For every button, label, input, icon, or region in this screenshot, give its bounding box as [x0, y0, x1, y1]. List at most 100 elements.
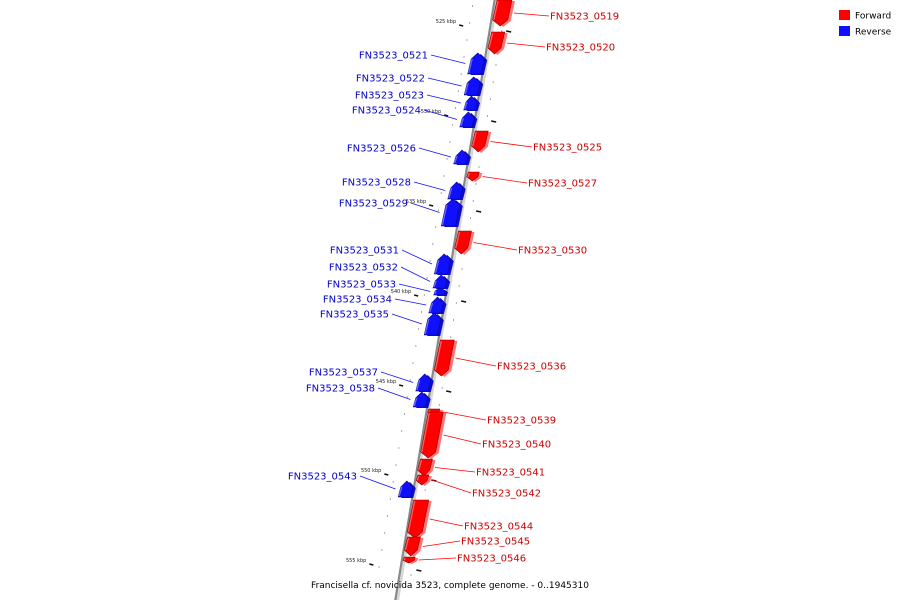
gene-arrow: [417, 458, 433, 477]
gene-label: FN3523_0519: [550, 12, 619, 23]
gene-highlight: [434, 259, 440, 274]
kbp-tick-mark: [446, 390, 452, 393]
gene-fn3523-0546: FN3523_0546: [402, 554, 526, 565]
gene-fn3523-0534: FN3523_0534: [323, 295, 447, 314]
gene-leader-line: [429, 518, 464, 527]
genome-caption: Francisella cf. novicida 3523, complete …: [311, 581, 589, 591]
gene-fn3523-0525: FN3523_0525: [471, 130, 602, 154]
gene-label: FN3523_0521: [359, 51, 428, 62]
gene-highlight: [467, 58, 473, 74]
gene-leader-line: [401, 249, 433, 265]
gene-leader-line: [513, 12, 550, 17]
kbp-tick-mark: [384, 473, 389, 476]
gene-fn3523-0545: FN3523_0545: [403, 537, 530, 557]
gene-fn3523-0524: FN3523_0524: [352, 106, 478, 128]
gene-fn3523-0537: FN3523_0537: [309, 368, 434, 392]
gene-highlight: [404, 537, 410, 551]
gene-label: FN3523_0534: [323, 295, 392, 306]
gene-label: FN3523_0529: [339, 199, 408, 210]
gene-leader-line: [431, 479, 472, 494]
gene-fn3523-0540: FN3523_0540: [420, 411, 551, 459]
gene-label: FN3523_0538: [306, 384, 375, 395]
gene-leader-line: [423, 109, 458, 120]
gene-highlight: [441, 204, 448, 226]
gene-highlight: [424, 318, 430, 335]
gene-leader-line: [418, 147, 451, 158]
gene-label: FN3523_0544: [464, 522, 533, 533]
gene-highlight: [434, 340, 443, 371]
gene-label: FN3523_0520: [546, 43, 615, 54]
gene-highlight: [429, 302, 434, 313]
kbp-tick-mark: [369, 563, 374, 566]
gene-arrow: [420, 411, 444, 459]
gene-arrow: [415, 474, 430, 486]
gene-arrow: [466, 171, 480, 182]
gene-fn3523-0531: FN3523_0531: [330, 246, 454, 275]
gene-fn3523-0544: FN3523_0544: [406, 499, 533, 539]
gene-label: FN3523_0546: [457, 554, 526, 565]
gene-highlight: [464, 82, 469, 95]
gene-highlight: [398, 486, 403, 497]
gene-fn3523-0539: FN3523_0539: [427, 408, 556, 427]
kbp-tick-label: 550 kbp: [361, 468, 381, 474]
gene-highlight: [417, 459, 423, 471]
gene-fn3523-0527: FN3523_0527: [466, 171, 597, 190]
gene-arrow: [467, 52, 485, 75]
gene-leader-line: [359, 475, 396, 490]
gene-leader-line: [377, 387, 411, 400]
gene-highlight: [416, 475, 420, 481]
gene-arrow: [459, 111, 475, 128]
gene-highlight: [488, 32, 494, 49]
gene-highlight: [420, 412, 431, 453]
gene-fn3523-0519: FN3523_0519: [492, 0, 619, 27]
gene-leader-line: [380, 371, 414, 383]
gene-leader-line: [482, 176, 528, 184]
gene-arrow: [433, 253, 452, 275]
gene-leader-line: [400, 266, 431, 282]
gene-highlight: [471, 131, 477, 147]
gene-arrow: [463, 76, 481, 96]
kbp-tick-label: 535 kbp: [406, 199, 426, 205]
gene-highlight: [467, 172, 470, 178]
kbp-tick-mark: [461, 300, 467, 303]
gene-arrow: [423, 312, 442, 336]
gene-leader-line: [430, 54, 466, 64]
gene-leader-line: [506, 42, 546, 48]
gene-label: FN3523_0523: [355, 91, 424, 102]
kbp-tick-label: 545 kbp: [376, 379, 396, 385]
gene-fn3523-0522: FN3523_0522: [356, 74, 484, 96]
gene-label: FN3523_0535: [320, 310, 389, 321]
gene-leader-line: [394, 298, 427, 306]
gene-leader-line: [391, 313, 423, 325]
gene-highlight: [434, 290, 437, 295]
gene-label: FN3523_0532: [329, 263, 398, 274]
gene-fn3523-0520: FN3523_0520: [487, 31, 615, 55]
gene-fn3523-0541: FN3523_0541: [417, 458, 545, 479]
gene-leader-line: [435, 467, 476, 473]
backbone-line: [394, 0, 496, 600]
kbp-tick-mark: [458, 24, 464, 27]
gene-arrow: [415, 373, 432, 392]
gene-label: FN3523_0533: [327, 280, 396, 291]
gene-label: FN3523_0531: [330, 246, 399, 257]
gene-leader-line: [418, 557, 457, 561]
gene-leader-line: [455, 357, 497, 367]
gene-arrow: [440, 198, 461, 227]
gene-arrow: [402, 556, 416, 564]
gene-leader-line: [473, 242, 518, 251]
gene-fn3523-0533: FN3523_0533: [327, 280, 448, 296]
gene-highlight: [413, 397, 418, 407]
kbp-tick-label: 540 kbp: [391, 289, 411, 295]
gene-leader-line: [426, 94, 461, 104]
gene-leader-line: [490, 141, 533, 148]
gene-fn3523-0523: FN3523_0523: [355, 91, 480, 111]
gene-highlight: [492, 0, 499, 21]
gene-fn3523-0542: FN3523_0542: [415, 474, 541, 500]
gene-label: FN3523_0539: [487, 416, 556, 427]
gene-fn3523-0526: FN3523_0526: [347, 144, 471, 165]
gene-leader-line: [413, 181, 446, 191]
legend-label-forward: Forward: [855, 12, 891, 22]
kbp-tick-mark: [491, 120, 497, 123]
kbp-tick-mark: [506, 30, 512, 33]
